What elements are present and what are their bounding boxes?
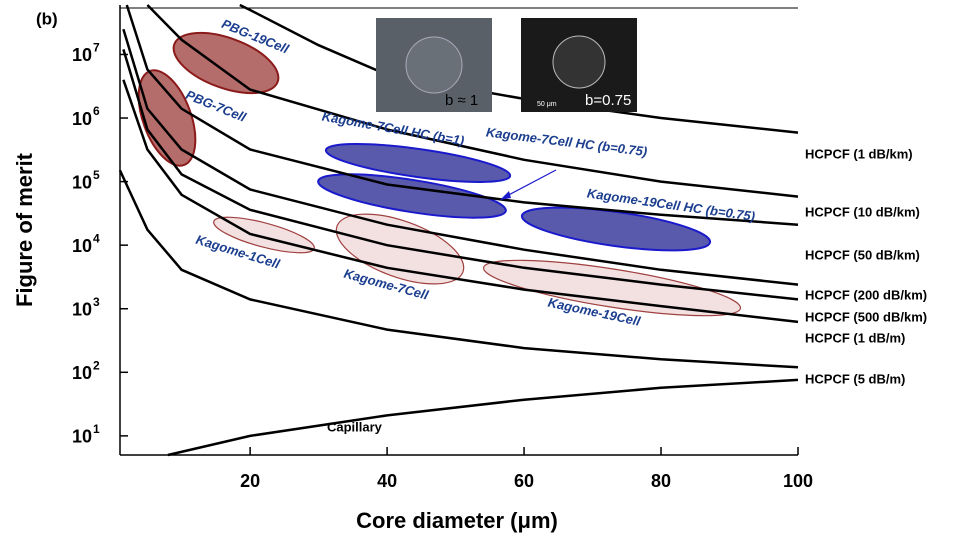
x-tick-label: 40 — [377, 471, 397, 491]
y-tick-exponent: 7 — [93, 41, 100, 55]
region-ellipse — [482, 259, 742, 317]
region-ellipse — [324, 143, 512, 183]
x-tick-label: 20 — [240, 471, 260, 491]
panel-label: (b) — [36, 9, 58, 28]
region-ellipse — [335, 213, 465, 285]
x-tick-label: 100 — [783, 471, 813, 491]
y-tick-label: 10 — [72, 363, 92, 383]
arrow — [502, 169, 557, 199]
region-ellipse — [172, 31, 280, 95]
y-tick-label: 10 — [72, 299, 92, 319]
x-tick-label: 80 — [651, 471, 671, 491]
y-tick-exponent: 1 — [93, 422, 100, 436]
inset-label: b ≈ 1 — [445, 92, 478, 109]
y-tick-exponent: 5 — [93, 168, 100, 182]
curve — [122, 79, 799, 324]
curve-label: HCPCF (1 dB/m) — [805, 330, 905, 345]
y-tick-label: 10 — [72, 236, 92, 256]
inset-core — [552, 35, 606, 89]
curve-label: Capillary — [327, 419, 383, 434]
curve — [167, 378, 799, 457]
y-tick-label: 10 — [72, 427, 92, 447]
curve — [125, 4, 799, 226]
y-tick-exponent: 3 — [93, 295, 100, 309]
curve-label: HCPCF (5 dB/m) — [805, 371, 905, 386]
y-tick-label: 10 — [72, 45, 92, 65]
curve — [122, 49, 799, 301]
curve — [118, 169, 799, 369]
y-tick-label: 10 — [72, 109, 92, 129]
inset-scale: 50 μm — [537, 101, 557, 108]
insets: b ≈ 1 b=0.75 50 μm — [376, 18, 637, 112]
curve-label: HCPCF (200 dB/km) — [805, 287, 927, 302]
curve — [146, 4, 799, 198]
x-tick-label: 60 — [514, 471, 534, 491]
y-tick-exponent: 2 — [93, 358, 100, 372]
y-tick-exponent: 4 — [93, 231, 100, 245]
y-axis-title: Figure of merit — [12, 152, 37, 307]
inset-core — [405, 36, 463, 94]
y-tick-label: 10 — [72, 172, 92, 192]
y-tick-exponent: 6 — [93, 104, 100, 118]
curve-label: HCPCF (1 dB/km) — [805, 146, 913, 161]
arrow-head — [500, 191, 511, 200]
x-axis-title: Core diameter (μm) — [356, 508, 558, 533]
region-ellipse — [317, 173, 507, 219]
curve-label: HCPCF (500 dB/km) — [805, 309, 927, 324]
curve — [122, 28, 799, 286]
inset-label: b=0.75 — [585, 92, 631, 109]
curve-label: HCPCF (10 dB/km) — [805, 204, 920, 219]
curve-label: HCPCF (50 dB/km) — [805, 247, 920, 262]
